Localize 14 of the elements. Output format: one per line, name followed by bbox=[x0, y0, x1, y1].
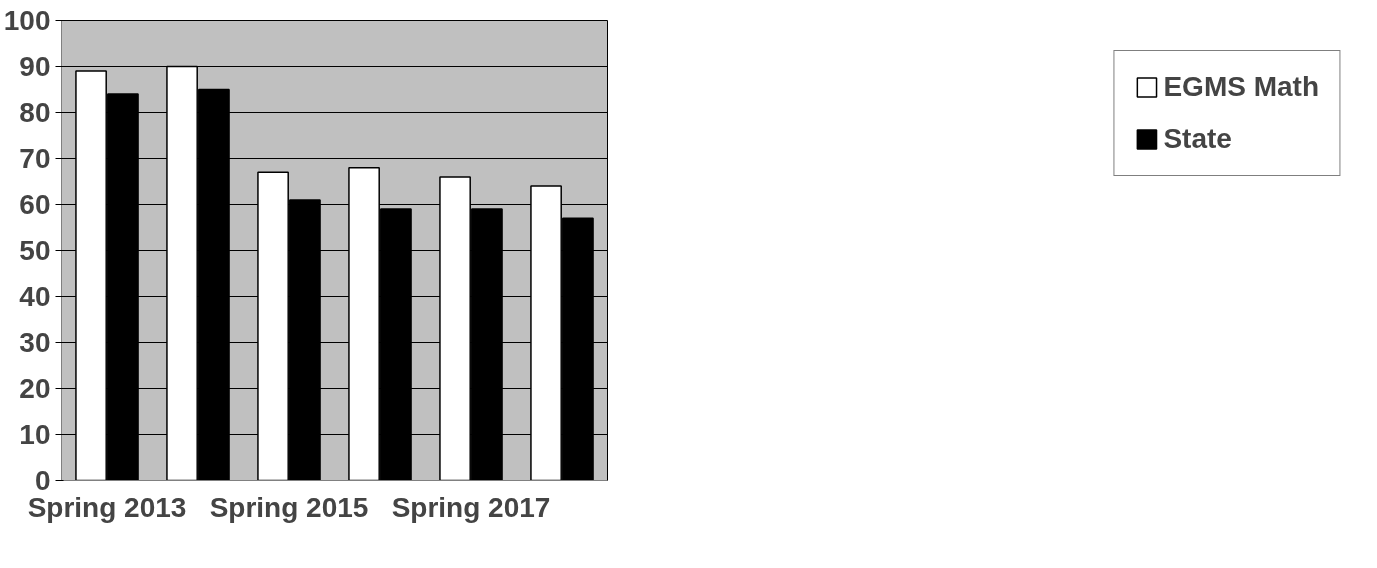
y-tick-label: 20 bbox=[19, 373, 51, 404]
y-tick-label: 60 bbox=[19, 189, 51, 220]
y-tick-label: 50 bbox=[19, 235, 51, 266]
y-tick-label: 80 bbox=[19, 97, 51, 128]
x-tick-label: Spring 2015 bbox=[209, 491, 369, 523]
y-tick-label: 10 bbox=[19, 419, 51, 450]
y-tick-label: 70 bbox=[19, 143, 51, 174]
x-tick-label: Spring 2017 bbox=[391, 491, 551, 523]
y-tick-label: 100 bbox=[3, 5, 51, 36]
y-tick-label: 40 bbox=[19, 281, 51, 312]
legend-label: EGMS Math bbox=[1163, 71, 1319, 103]
y-tick-label: 30 bbox=[19, 327, 51, 358]
y-tick-label: 90 bbox=[19, 51, 51, 82]
legend-label: State bbox=[1163, 123, 1232, 155]
